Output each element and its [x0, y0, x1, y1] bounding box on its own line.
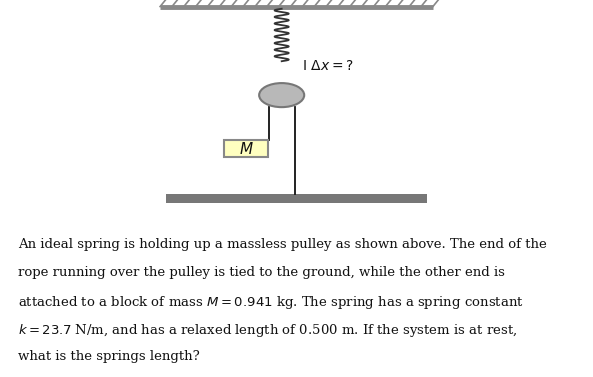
- Bar: [166, 193, 427, 203]
- Text: $M$: $M$: [239, 141, 253, 157]
- Ellipse shape: [259, 83, 304, 107]
- Text: An ideal spring is holding up a massless pulley as shown above. The end of the: An ideal spring is holding up a massless…: [18, 238, 547, 251]
- Text: $k = 23.7$ N/m, and has a relaxed length of 0.500 m. If the system is at rest,: $k = 23.7$ N/m, and has a relaxed length…: [18, 322, 517, 339]
- Text: rope running over the pulley is tied to the ground, while the other end is: rope running over the pulley is tied to …: [18, 266, 505, 279]
- Text: attached to a block of mass $M = 0.941$ kg. The spring has a spring constant: attached to a block of mass $M = 0.941$ …: [18, 294, 524, 311]
- Bar: [224, 140, 268, 158]
- Text: what is the springs length?: what is the springs length?: [18, 350, 199, 363]
- Text: $\mathrm{I}\ \Delta x = ?$: $\mathrm{I}\ \Delta x = ?$: [302, 58, 354, 73]
